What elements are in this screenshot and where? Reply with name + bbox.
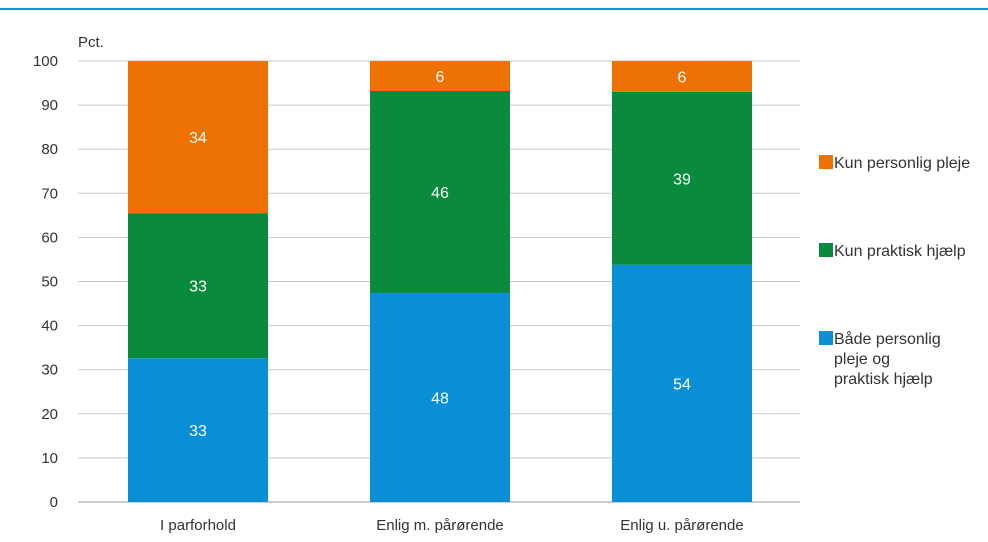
legend-label: Både personlig (834, 330, 941, 348)
y-axis-ticks: 0 10 20 30 40 50 60 70 80 90 100 (33, 53, 58, 511)
y-tick-label: 100 (33, 53, 58, 70)
legend-swatch (819, 243, 833, 257)
bar-segment (370, 292, 510, 502)
legend: Både personlig pleje og praktisk hjælp Kun … (819, 155, 970, 388)
legend-label: Kun praktisk hjælp (834, 243, 966, 260)
legend-label: Kun personlig pleje (834, 155, 970, 172)
y-tick-label: 60 (41, 229, 58, 246)
y-tick-label: 10 (41, 450, 58, 467)
bar-segment (612, 264, 752, 502)
x-axis-labels: I parforhold Enlig m. pårørende Enlig u. p… (160, 517, 744, 534)
top-rule (0, 8, 988, 10)
legend-swatch (819, 331, 833, 345)
y-tick-label: 20 (41, 406, 58, 423)
y-tick-label: 40 (41, 318, 58, 335)
bar-segment (370, 90, 510, 293)
y-unit-label: Pct. (78, 34, 104, 51)
data-label: 48 (431, 390, 449, 407)
y-tick-label: 70 (41, 185, 58, 202)
data-label: 6 (436, 69, 445, 86)
data-label: 39 (673, 171, 691, 188)
bar-segment (128, 61, 268, 214)
legend-label: pleje og (834, 351, 890, 368)
data-label: 46 (431, 185, 449, 202)
x-category-label: Enlig u. pårørende (620, 517, 743, 534)
bar-segment (128, 358, 268, 502)
bar-segment (612, 61, 752, 92)
legend-swatch (819, 155, 833, 169)
data-label: 34 (189, 130, 207, 147)
bar-segment (128, 213, 268, 359)
legend-label: praktisk hjælp (834, 371, 933, 388)
x-category-label: Enlig m. pårørende (376, 517, 504, 534)
y-tick-label: 30 (41, 362, 58, 379)
bar-segment (612, 91, 752, 265)
y-tick-label: 0 (50, 494, 58, 511)
bars: 33 33 34 48 46 6 54 39 6 (128, 61, 752, 502)
bar-segment (370, 61, 510, 91)
data-label: 33 (189, 423, 207, 440)
y-tick-label: 80 (41, 141, 58, 158)
y-tick-label: 50 (41, 274, 58, 291)
y-tick-label: 90 (41, 97, 58, 114)
data-label: 6 (678, 69, 687, 86)
x-category-label: I parforhold (160, 517, 236, 534)
data-label: 33 (189, 279, 207, 296)
data-label: 54 (673, 376, 691, 393)
